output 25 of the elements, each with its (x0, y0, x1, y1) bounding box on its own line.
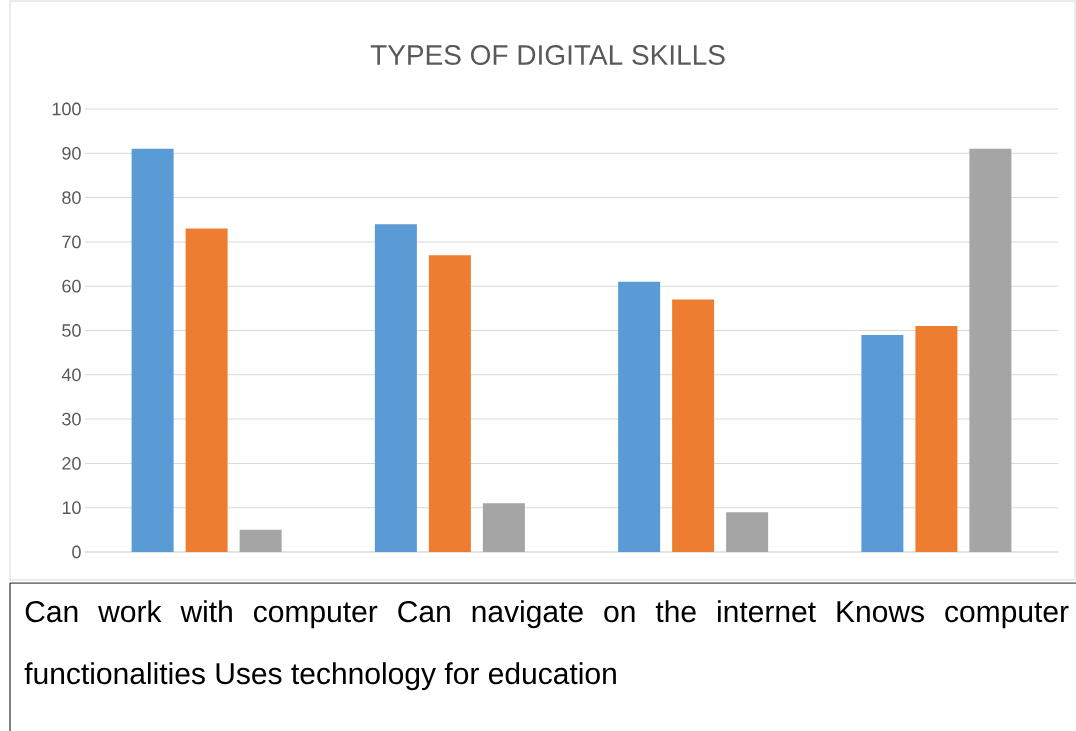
bar (239, 529, 282, 552)
y-tick-label: 20 (62, 457, 81, 470)
y-tick-label: 90 (62, 146, 81, 160)
bar (969, 148, 1012, 552)
y-tick-label: 80 (62, 191, 81, 204)
bar (185, 228, 228, 552)
bar (374, 224, 417, 552)
y-tick-label: 50 (62, 324, 81, 337)
bar (482, 503, 525, 552)
bar (726, 512, 769, 552)
y-tick-label: 70 (62, 235, 81, 249)
y-tick-label: 100 (52, 102, 81, 116)
text: Can work with computer Can navigate on the internet Knows computer functionalities Uses technology for education (24, 600, 1069, 691)
y-tick-label: 0 (72, 545, 81, 559)
bar (915, 326, 958, 552)
chart-title: TYPES OF DIGITAL SKILLS (370, 45, 725, 65)
bar (861, 334, 904, 552)
y-tick-label: 60 (62, 279, 81, 293)
bar (672, 299, 715, 552)
y-tick-label: 40 (61, 368, 81, 382)
y-tick-label: 30 (62, 412, 81, 426)
y-tick-label: 10 (62, 501, 81, 515)
bar (131, 148, 174, 552)
bar (618, 281, 661, 552)
bar (428, 255, 471, 552)
